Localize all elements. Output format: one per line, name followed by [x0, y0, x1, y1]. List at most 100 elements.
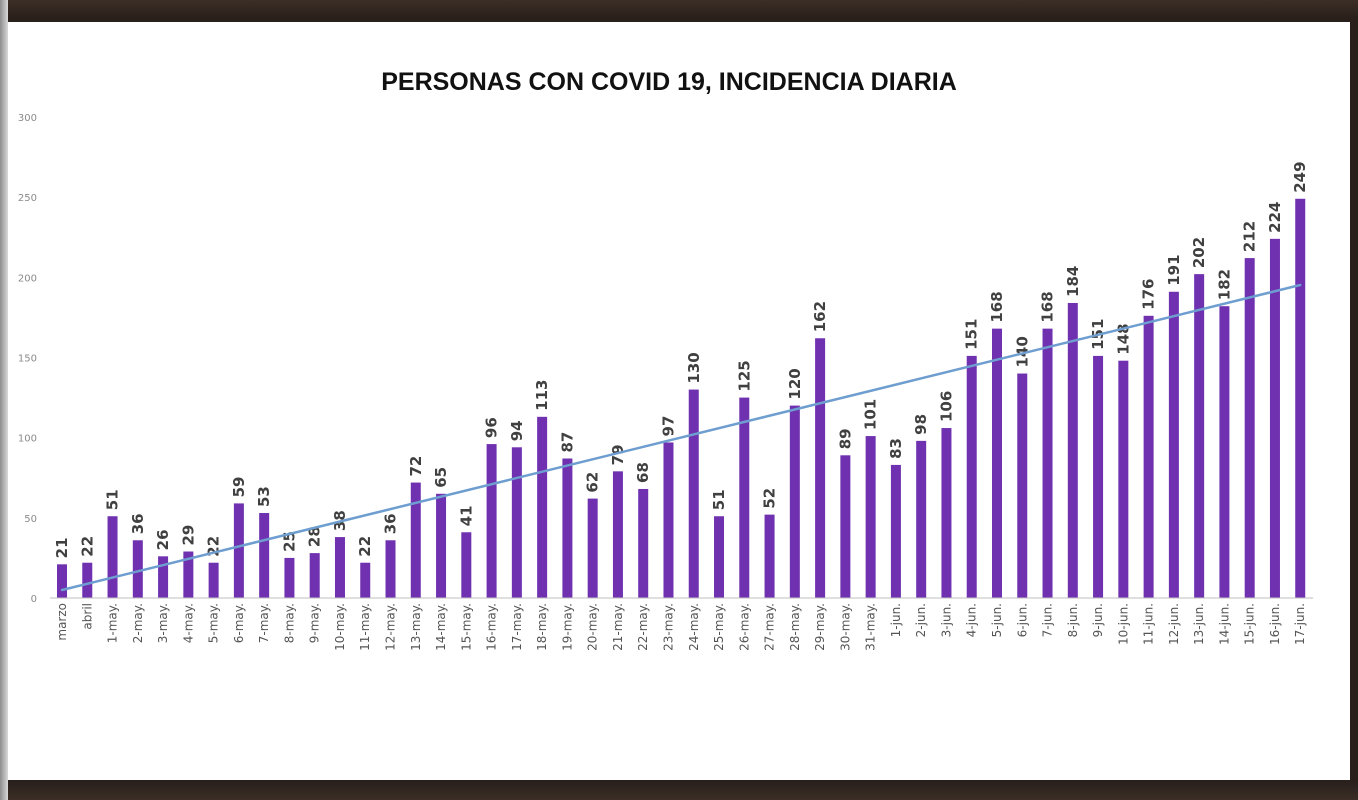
- x-tick-label: 3-jun.: [939, 603, 953, 637]
- data-label: 96: [483, 417, 501, 438]
- bar: [410, 482, 421, 598]
- data-label: 29: [179, 525, 197, 546]
- bar: [1168, 291, 1179, 598]
- data-label: 212: [1241, 221, 1259, 252]
- window-left-edge: [0, 0, 8, 800]
- y-tick-label: 150: [18, 354, 37, 365]
- x-tick-label: 21-may.: [611, 603, 625, 651]
- y-tick-label: 300: [18, 113, 37, 124]
- x-tick-label: 16-may.: [485, 603, 499, 651]
- bar: [1017, 373, 1028, 598]
- y-tick-label: 100: [18, 434, 37, 445]
- bar: [1042, 328, 1053, 598]
- x-tick-label: 8-jun.: [1066, 603, 1080, 637]
- data-label: 22: [356, 536, 374, 557]
- data-labels: 2122513626292259532528382236726541969411…: [53, 161, 1309, 558]
- x-tick-label: 6-may.: [232, 603, 246, 643]
- x-tick-label: 17-jun.: [1293, 603, 1307, 645]
- data-label: 65: [432, 467, 450, 488]
- bar: [259, 513, 270, 598]
- x-axis: marzo abril 1-may. 2-may. 3-may. 4-may. 5-may.…: [50, 597, 1314, 651]
- x-tick-label: 19-may.: [560, 603, 574, 651]
- data-label: 191: [1165, 254, 1183, 285]
- x-tick-label: 3-may.: [156, 603, 170, 643]
- bar: [890, 464, 901, 598]
- data-label: 28: [306, 526, 324, 547]
- x-tick-label: 26-may.: [737, 603, 751, 651]
- data-label: 94: [508, 420, 526, 441]
- x-tick-label: 27-may.: [763, 603, 777, 651]
- x-tick-label: 18-may.: [535, 603, 549, 651]
- bar: [233, 503, 244, 598]
- bar: [789, 405, 800, 598]
- data-label: 62: [584, 472, 602, 493]
- bar: [1295, 198, 1306, 598]
- bar: [158, 556, 169, 598]
- x-tick-label: 13-may.: [409, 603, 423, 651]
- bar: [991, 328, 1002, 598]
- x-tick-label: 2-may.: [131, 603, 145, 643]
- bar: [1219, 306, 1230, 598]
- data-label: 168: [988, 291, 1006, 322]
- data-label: 130: [685, 352, 703, 383]
- x-tick-label: 9-jun.: [1091, 603, 1105, 637]
- bar: [739, 397, 750, 598]
- bar: [385, 540, 396, 598]
- x-tick-label: 30-may.: [838, 603, 852, 651]
- bar: [815, 338, 826, 598]
- x-tick-label: 5-jun.: [990, 603, 1004, 637]
- x-tick-label: 11-jun.: [1142, 603, 1156, 645]
- data-label: 21: [53, 537, 71, 558]
- x-tick-label: 15-jun.: [1243, 603, 1257, 645]
- y-axis: 0 50 100 150 200 250 300: [18, 113, 37, 605]
- bar: [107, 516, 118, 598]
- bar: [916, 440, 927, 598]
- bar: [132, 540, 143, 598]
- data-label: 51: [710, 489, 728, 510]
- data-label: 176: [1140, 279, 1158, 310]
- bar: [1194, 274, 1205, 598]
- bar: [1143, 315, 1154, 598]
- bar: [486, 444, 497, 598]
- data-label: 148: [1114, 323, 1132, 354]
- data-label: 249: [1291, 161, 1309, 192]
- data-label: 162: [811, 301, 829, 332]
- data-label: 120: [786, 368, 804, 399]
- bar: [764, 514, 775, 598]
- bar: [1118, 360, 1129, 598]
- bar: [436, 493, 447, 598]
- data-label: 26: [154, 529, 172, 550]
- bar: [537, 416, 548, 598]
- data-label: 184: [1064, 266, 1082, 297]
- x-tick-label: 15-may.: [459, 603, 473, 651]
- y-tick-label: 0: [31, 594, 37, 605]
- bar: [840, 455, 851, 598]
- bar: [309, 553, 320, 598]
- x-tick-label: 13-jun.: [1192, 603, 1206, 645]
- x-tick-label: marzo: [55, 603, 69, 641]
- x-tick-label: 22-may.: [636, 603, 650, 651]
- x-tick-label: 14-may.: [434, 603, 448, 651]
- data-label: 36: [129, 513, 147, 534]
- data-label: 113: [533, 380, 551, 411]
- data-label: 98: [912, 414, 930, 435]
- bar: [562, 458, 573, 598]
- bar: [360, 562, 371, 598]
- x-tick-label: 7-may.: [257, 603, 271, 643]
- data-label: 106: [937, 391, 955, 422]
- data-label: 83: [887, 438, 905, 459]
- x-tick-label: 25-may.: [712, 603, 726, 651]
- x-tick-label: 20-may.: [586, 603, 600, 651]
- x-tick-label: 4-may.: [181, 603, 195, 643]
- y-tick-label: 200: [18, 273, 37, 284]
- x-tick-label: 9-may.: [308, 603, 322, 643]
- x-tick-label: 16-jun.: [1268, 603, 1282, 645]
- bar: [208, 562, 219, 598]
- data-label: 59: [230, 477, 248, 498]
- x-tick-label: 31-may.: [864, 603, 878, 651]
- x-tick-label: 23-may.: [661, 603, 675, 651]
- data-label: 51: [104, 489, 122, 510]
- bar: [966, 355, 977, 598]
- data-label: 41: [457, 505, 475, 526]
